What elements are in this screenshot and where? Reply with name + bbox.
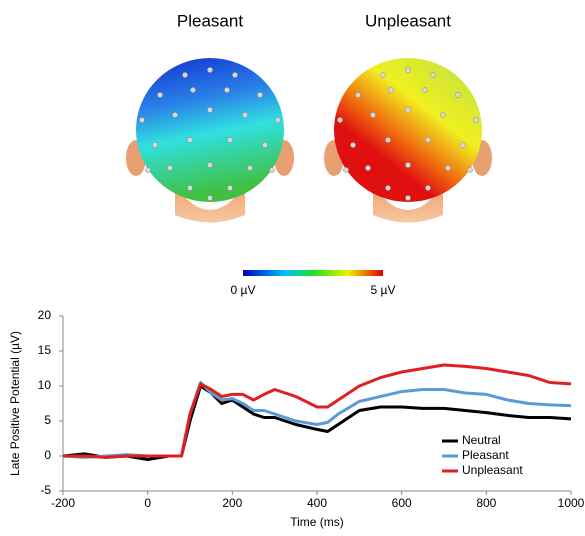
topomap-title: Pleasant	[177, 11, 243, 30]
electrode	[350, 142, 355, 147]
legend-label: Neutral	[462, 433, 501, 447]
electrode	[388, 87, 393, 92]
electrode	[422, 87, 427, 92]
electrode	[385, 137, 390, 142]
electrode	[385, 185, 390, 190]
electrode	[224, 87, 229, 92]
electrode	[232, 72, 237, 77]
electrode	[145, 167, 150, 172]
electrode	[425, 137, 430, 142]
electrode	[445, 165, 450, 170]
electrode	[337, 117, 342, 122]
electrode	[139, 117, 144, 122]
electrode	[405, 162, 410, 167]
electrode	[172, 112, 177, 117]
legend-label: Unpleasant	[462, 463, 523, 477]
electrode	[343, 167, 348, 172]
topomap-title: Unpleasant	[365, 11, 451, 30]
x-tick-label: 1000	[558, 496, 585, 510]
legend-label: Pleasant	[462, 448, 509, 462]
electrode	[460, 142, 465, 147]
x-tick-label: 400	[307, 496, 327, 510]
electrode	[190, 87, 195, 92]
x-axis-label: Time (ms)	[290, 515, 344, 529]
electrode	[207, 195, 212, 200]
electrode	[430, 72, 435, 77]
electrode	[355, 92, 360, 97]
electrode	[227, 185, 232, 190]
y-tick-label: 5	[44, 413, 51, 427]
electrode	[227, 137, 232, 142]
x-tick-label: -200	[51, 496, 75, 510]
electrode	[275, 117, 280, 122]
electrode	[167, 165, 172, 170]
electrode	[207, 107, 212, 112]
electrode	[157, 92, 162, 97]
electrode	[152, 142, 157, 147]
electrode	[425, 185, 430, 190]
x-tick-label: 0	[144, 496, 151, 510]
electrode	[467, 167, 472, 172]
electrode	[370, 112, 375, 117]
electrode	[380, 72, 385, 77]
electrode	[257, 92, 262, 97]
electrode	[247, 165, 252, 170]
electrode	[440, 112, 445, 117]
y-tick-label: 15	[38, 343, 52, 357]
x-tick-label: 200	[222, 496, 242, 510]
y-tick-label: -5	[40, 483, 51, 497]
x-tick-label: 600	[392, 496, 412, 510]
electrode	[405, 67, 410, 72]
electrode	[455, 92, 460, 97]
y-tick-label: 20	[38, 308, 52, 322]
y-tick-label: 0	[44, 448, 51, 462]
colorbar-label: 5 µV	[371, 283, 396, 297]
electrode	[262, 142, 267, 147]
electrode	[187, 137, 192, 142]
electrode	[269, 167, 274, 172]
x-tick-label: 800	[476, 496, 496, 510]
page: {"topomaps": {"titles": ["Pleasant", "Un…	[0, 0, 585, 531]
electrode	[242, 112, 247, 117]
colorbar	[243, 270, 383, 276]
electrode	[187, 185, 192, 190]
electrode	[207, 162, 212, 167]
electrode	[473, 117, 478, 122]
figure: Pleasant Unpleasant 0 µV 5 µV -5 0 5 10 15 20 -2…	[0, 0, 585, 531]
electrode	[405, 195, 410, 200]
y-axis-label: Late Positive Potential (µV)	[8, 331, 22, 476]
electrode	[207, 67, 212, 72]
electrode	[182, 72, 187, 77]
colorbar-label: 0 µV	[231, 283, 256, 297]
y-tick-label: 10	[38, 378, 52, 392]
electrode	[405, 107, 410, 112]
electrode	[365, 165, 370, 170]
